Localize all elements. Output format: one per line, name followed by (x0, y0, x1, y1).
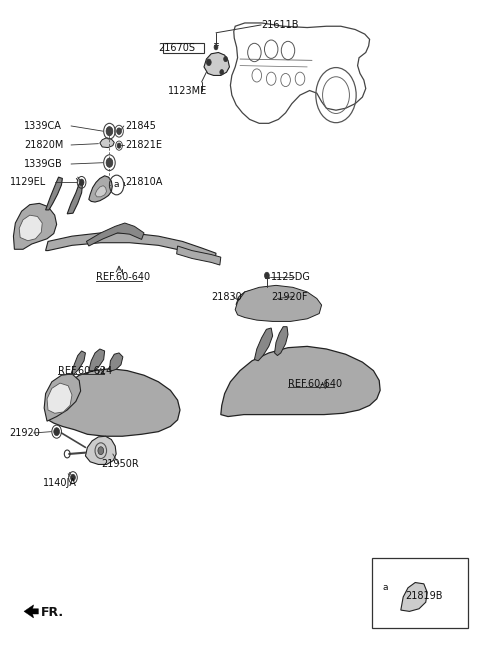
Text: 1339CA: 1339CA (24, 121, 62, 131)
Polygon shape (100, 138, 114, 148)
Polygon shape (13, 203, 57, 249)
Circle shape (206, 59, 211, 66)
Text: 21820M: 21820M (24, 140, 63, 150)
Polygon shape (47, 383, 72, 413)
Polygon shape (254, 328, 273, 361)
Polygon shape (177, 246, 221, 265)
Text: 1140JA: 1140JA (43, 478, 77, 489)
Polygon shape (235, 285, 322, 321)
Polygon shape (89, 349, 105, 371)
Text: 21821E: 21821E (125, 140, 162, 150)
Polygon shape (44, 374, 81, 421)
Polygon shape (275, 327, 288, 356)
Text: 21810A: 21810A (125, 177, 162, 188)
Polygon shape (24, 605, 38, 618)
Polygon shape (86, 223, 144, 246)
Text: 21845: 21845 (125, 121, 156, 131)
Text: 21830: 21830 (211, 291, 242, 302)
Text: 1123ME: 1123ME (168, 85, 207, 96)
Circle shape (79, 179, 84, 186)
Polygon shape (259, 291, 276, 307)
Text: REF.60-624: REF.60-624 (58, 365, 112, 376)
Polygon shape (67, 184, 83, 214)
Circle shape (264, 272, 269, 279)
Polygon shape (71, 351, 85, 374)
Circle shape (106, 127, 113, 136)
Text: 21950R: 21950R (101, 459, 139, 469)
Circle shape (71, 474, 75, 481)
Polygon shape (95, 186, 107, 197)
Circle shape (106, 158, 113, 167)
Circle shape (214, 45, 218, 50)
Polygon shape (221, 346, 380, 417)
Text: 1339GB: 1339GB (24, 159, 63, 169)
Text: 21819B: 21819B (406, 590, 443, 601)
Text: REF.60-640: REF.60-640 (96, 272, 150, 283)
Text: 21670S: 21670S (158, 43, 195, 53)
Circle shape (220, 70, 224, 75)
Polygon shape (401, 583, 427, 611)
Text: REF.60-640: REF.60-640 (288, 379, 342, 389)
Text: 1125DG: 1125DG (271, 272, 311, 282)
Polygon shape (109, 353, 123, 371)
Circle shape (117, 128, 121, 134)
Circle shape (117, 143, 121, 148)
Bar (163, 43, 204, 53)
Polygon shape (236, 291, 258, 311)
Text: a: a (383, 583, 388, 592)
Polygon shape (19, 215, 42, 241)
Circle shape (98, 447, 104, 455)
Polygon shape (46, 177, 62, 210)
Polygon shape (85, 436, 116, 464)
Polygon shape (48, 369, 180, 436)
Bar (372, 558, 468, 628)
Text: 21920: 21920 (10, 428, 40, 438)
Circle shape (224, 56, 228, 62)
Polygon shape (46, 233, 216, 260)
Circle shape (54, 428, 60, 436)
Polygon shape (204, 52, 229, 75)
Polygon shape (89, 176, 112, 202)
Text: 21611B: 21611B (262, 20, 299, 30)
Text: 1129EL: 1129EL (10, 177, 46, 188)
Text: FR.: FR. (41, 606, 64, 619)
Text: 21920F: 21920F (271, 291, 308, 302)
Text: a: a (114, 180, 120, 190)
